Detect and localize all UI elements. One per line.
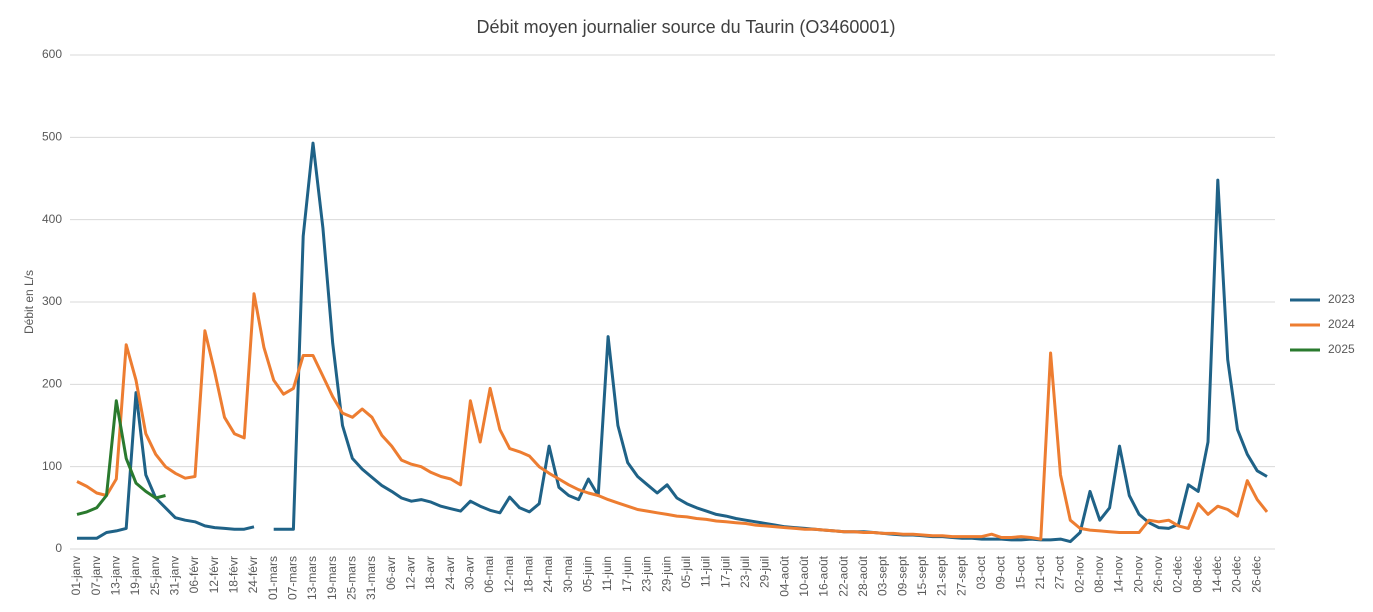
legend-label: 2023: [1328, 292, 1355, 306]
x-tick-label: 24-mai: [541, 556, 555, 593]
x-tick-label: 30-mai: [561, 556, 575, 593]
y-tick-label: 400: [42, 212, 62, 226]
x-tick-label: 03-oct: [974, 555, 988, 589]
x-tick-label: 15-oct: [1013, 555, 1027, 589]
x-tick-label: 21-sept: [935, 555, 949, 596]
x-tick-label: 31-janv: [168, 556, 182, 595]
x-tick-label: 07-mars: [286, 556, 300, 600]
x-tick-label: 02-nov: [1072, 556, 1086, 593]
x-tick-label: 17-juil: [718, 556, 732, 588]
x-tick-label: 20-déc: [1230, 556, 1244, 593]
x-tick-label: 24-avr: [443, 556, 457, 590]
x-tick-label: 30-avr: [463, 556, 477, 590]
x-tick-label: 28-août: [856, 555, 870, 596]
x-tick-label: 11-juin: [600, 556, 614, 591]
x-tick-label: 06-avr: [384, 556, 398, 590]
x-tick-label: 01-janv: [69, 556, 83, 595]
data-line: [77, 391, 255, 540]
x-tick-label: 19-mars: [325, 556, 339, 600]
x-tick-label: 21-oct: [1033, 555, 1047, 589]
x-tick-label: 13-mars: [305, 556, 319, 600]
x-tick-label: 12-avr: [404, 556, 418, 590]
x-tick-label: 25-janv: [148, 556, 162, 595]
y-tick-label: 0: [55, 541, 62, 555]
y-tick-label: 500: [42, 130, 62, 144]
x-tick-label: 27-oct: [1053, 555, 1067, 589]
x-tick-label: 05-juil: [679, 556, 693, 588]
data-line: [76, 399, 166, 516]
x-tick-label: 01-mars: [266, 556, 280, 600]
x-tick-label: 11-juil: [699, 556, 713, 587]
y-tick-label: 100: [42, 459, 62, 473]
x-tick-label: 08-déc: [1190, 556, 1204, 593]
x-tick-label: 20-nov: [1131, 556, 1145, 593]
x-tick-label: 12-mai: [502, 556, 516, 593]
y-axis-label: Débit en L/s: [22, 270, 36, 334]
y-tick-label: 300: [42, 294, 62, 308]
y-tick-label: 600: [42, 47, 62, 61]
x-tick-label: 29-juil: [758, 556, 772, 588]
x-tick-label: 26-nov: [1151, 556, 1165, 593]
x-tick-label: 31-mars: [364, 556, 378, 600]
x-tick-label: 16-août: [817, 555, 831, 596]
data-line: [273, 141, 1268, 544]
x-tick-label: 18-févr: [227, 556, 241, 593]
legend-label: 2025: [1328, 342, 1355, 356]
x-tick-label: 17-juin: [620, 556, 634, 592]
x-tick-label: 27-sept: [954, 555, 968, 596]
x-tick-label: 09-sept: [895, 555, 909, 596]
x-tick-label: 09-oct: [994, 555, 1008, 589]
x-tick-label: 19-janv: [128, 556, 142, 595]
x-tick-label: 08-nov: [1092, 556, 1106, 593]
x-tick-label: 02-déc: [1171, 556, 1185, 593]
x-tick-label: 23-juil: [738, 556, 752, 588]
x-tick-label: 22-août: [836, 555, 850, 596]
x-tick-label: 25-mars: [345, 556, 359, 600]
x-tick-label: 15-sept: [915, 555, 929, 596]
x-tick-label: 12-févr: [207, 556, 221, 593]
x-tick-label: 06-mai: [482, 556, 496, 593]
data-line: [76, 292, 1269, 541]
chart-title: Débit moyen journalier source du Taurin …: [477, 17, 896, 37]
x-tick-label: 23-juin: [640, 556, 654, 592]
x-tick-label: 14-déc: [1210, 556, 1224, 593]
x-tick-label: 26-déc: [1249, 556, 1263, 593]
x-tick-label: 14-nov: [1112, 556, 1126, 593]
x-tick-label: 29-juin: [659, 556, 673, 592]
x-tick-label: 18-avr: [423, 556, 437, 590]
x-tick-label: 03-sept: [876, 555, 890, 596]
x-tick-label: 07-janv: [89, 556, 103, 595]
x-tick-label: 18-mai: [522, 556, 536, 593]
legend-label: 2024: [1328, 317, 1355, 331]
x-tick-label: 24-févr: [246, 556, 260, 593]
x-tick-label: 04-août: [777, 555, 791, 596]
y-tick-label: 200: [42, 377, 62, 391]
x-tick-label: 10-août: [797, 555, 811, 596]
x-tick-label: 05-juin: [581, 556, 595, 592]
x-tick-label: 13-janv: [109, 556, 123, 595]
x-tick-label: 06-févr: [187, 556, 201, 593]
